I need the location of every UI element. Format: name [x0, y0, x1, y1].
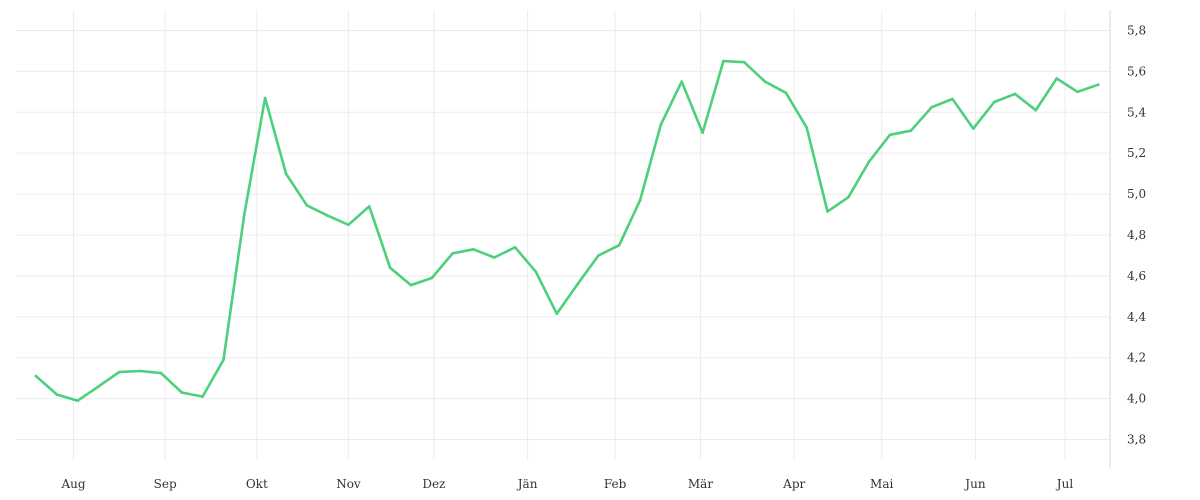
data-point [430, 276, 434, 280]
data-point [138, 369, 142, 373]
data-point [555, 312, 559, 316]
y-tick-label: 4,8 [1127, 228, 1146, 242]
grid [16, 10, 1110, 460]
data-point [847, 195, 850, 199]
data-point [326, 214, 329, 217]
y-tick-label: 4,2 [1127, 351, 1146, 365]
data-point [659, 123, 663, 126]
data-point [805, 126, 808, 129]
data-point [222, 358, 225, 362]
data-point [347, 223, 350, 227]
x-tick-label: Mär [688, 477, 713, 491]
data-point [867, 160, 871, 163]
tick-labels: 3,8 4,0 4,2 4,4 4,6 4,8 5,0 5,2 5,4 5,6 5,8 Aug Sep O… [60, 23, 1146, 491]
data-point [784, 91, 788, 95]
data-point [888, 133, 892, 137]
y-tick-label: 5,4 [1127, 105, 1146, 119]
data-point [513, 246, 517, 249]
series-line [34, 59, 1100, 403]
data-point [34, 374, 38, 378]
data-point [992, 100, 996, 104]
data-point [826, 210, 829, 213]
data-point [493, 256, 496, 259]
data-point [951, 97, 954, 101]
data-point [263, 96, 267, 100]
y-tick-label: 5,0 [1127, 187, 1146, 201]
data-point [909, 129, 913, 132]
data-point [472, 248, 475, 251]
data-point [76, 399, 79, 403]
x-tick-label: Apr [782, 477, 805, 491]
data-point [55, 393, 59, 396]
data-point [118, 370, 121, 374]
data-point [534, 270, 538, 274]
y-tick-label: 4,6 [1127, 269, 1146, 283]
y-tick-label: 5,6 [1127, 64, 1146, 78]
data-point [97, 385, 100, 388]
data-point [617, 243, 621, 247]
data-point [930, 105, 933, 109]
data-point [638, 198, 642, 202]
data-point [284, 172, 288, 175]
data-point [576, 282, 579, 286]
data-point [368, 205, 371, 208]
data-point [451, 252, 454, 255]
data-point [1097, 83, 1100, 86]
y-tick-label: 3,8 [1127, 433, 1146, 447]
y-tick-label: 5,2 [1127, 146, 1146, 160]
x-tick-label: Aug [60, 477, 85, 491]
x-tick-label: Jän [516, 477, 538, 491]
x-tick-label: Feb [604, 477, 627, 491]
y-tick-label: 5,8 [1127, 23, 1146, 37]
data-point [1013, 92, 1017, 96]
data-point [180, 391, 184, 394]
x-tick-label: Mai [870, 477, 893, 491]
x-tick-label: Okt [246, 477, 268, 491]
x-tick-label: Jun [963, 477, 986, 491]
x-tick-label: Dez [422, 477, 445, 491]
series-layer [34, 59, 1100, 403]
x-tick-label: Jul [1055, 477, 1074, 491]
data-point [409, 283, 413, 287]
data-point [243, 213, 246, 216]
data-point [1055, 77, 1058, 80]
y-tick-label: 4,0 [1127, 392, 1146, 406]
x-tick-label: Sep [154, 477, 177, 491]
data-point [305, 204, 309, 207]
data-point [1076, 90, 1079, 94]
data-point [722, 59, 725, 63]
data-point [701, 131, 704, 134]
data-point [763, 80, 767, 83]
x-tick-label: Nov [336, 477, 361, 491]
data-point [972, 127, 975, 130]
data-point [742, 60, 746, 64]
data-point [201, 395, 204, 398]
data-point [597, 254, 600, 257]
y-tick-label: 4,4 [1127, 310, 1146, 324]
data-point [1034, 108, 1038, 112]
data-point [159, 371, 163, 375]
data-point [680, 80, 683, 83]
data-point [388, 266, 392, 270]
